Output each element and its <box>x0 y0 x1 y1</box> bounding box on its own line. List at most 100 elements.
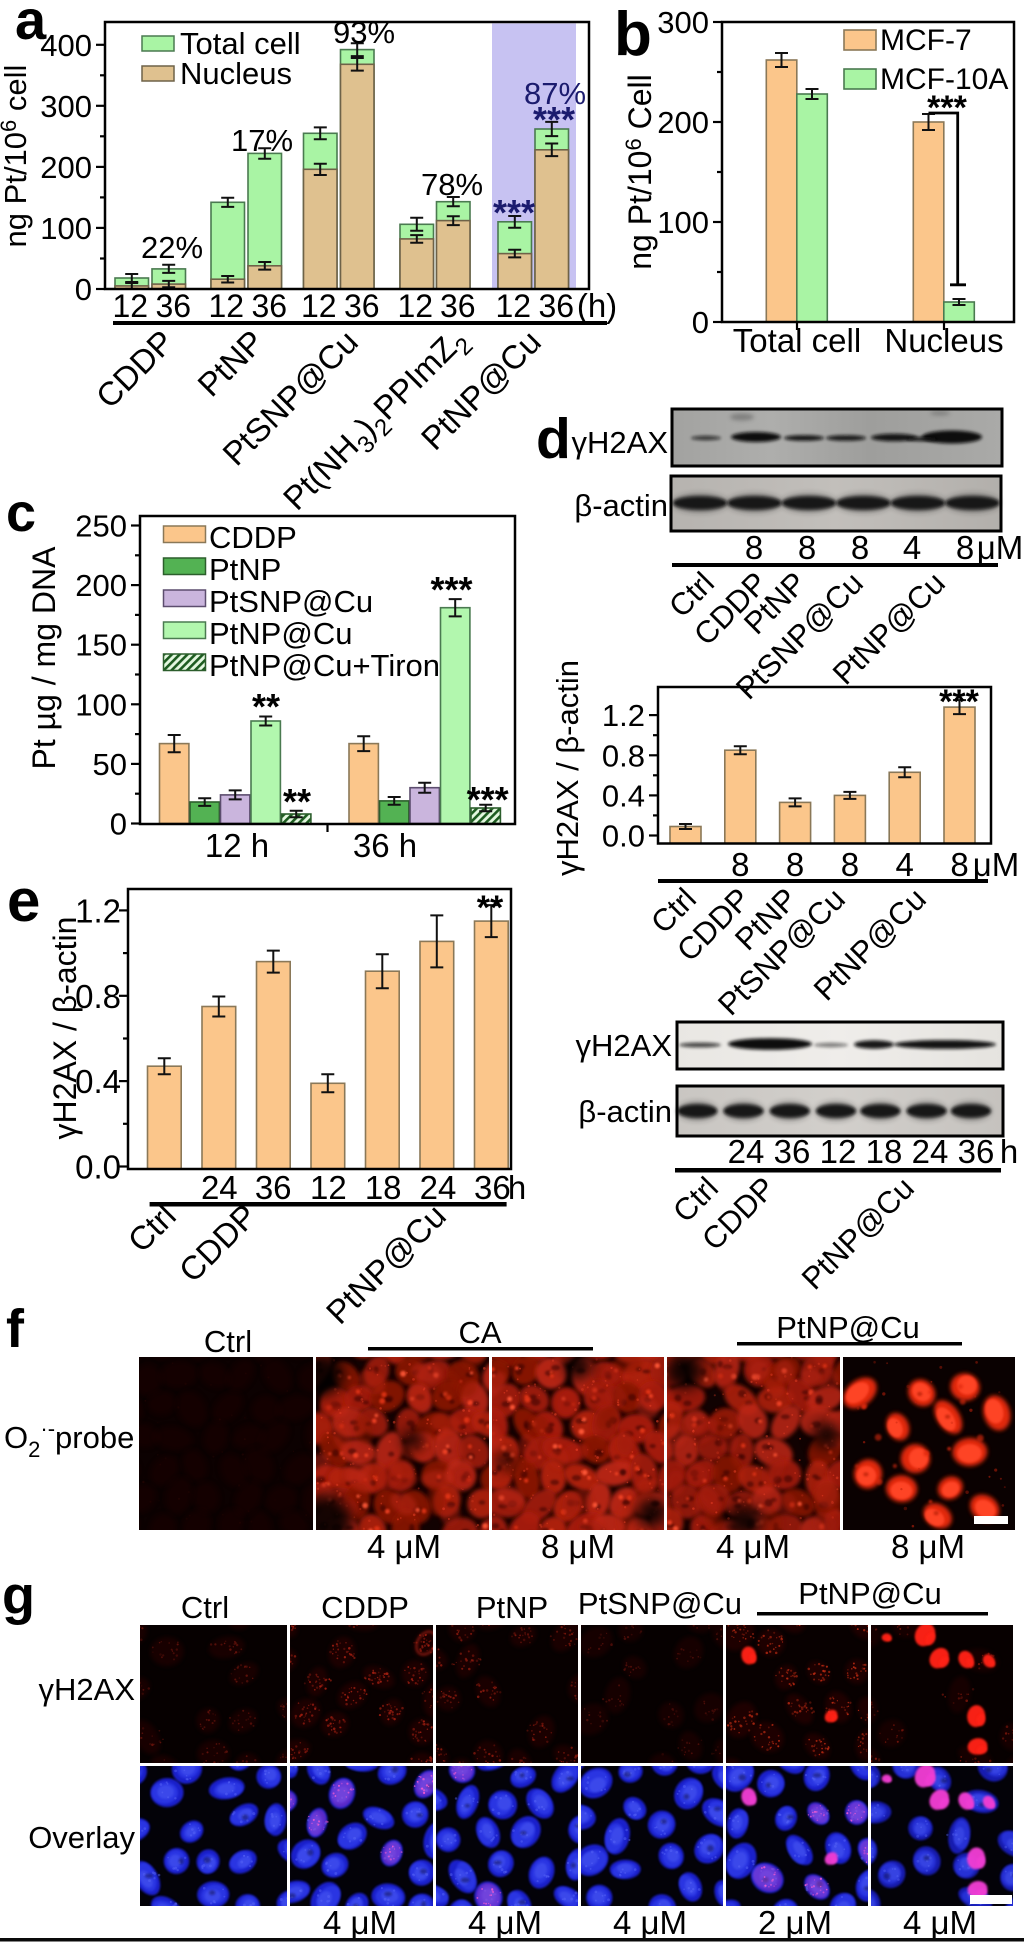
svg-text:CDDP: CDDP <box>172 1197 264 1289</box>
svg-text:8 μM: 8 μM <box>891 1528 965 1565</box>
svg-text:Ctrl: Ctrl <box>181 1590 229 1625</box>
svg-text:γH2AX: γH2AX <box>576 1028 673 1063</box>
svg-text:12 h: 12 h <box>205 827 269 864</box>
svg-text:8: 8 <box>745 529 763 566</box>
svg-text:PtSNP@Cu: PtSNP@Cu <box>578 1586 742 1621</box>
svg-text:PtNP@Cu: PtNP@Cu <box>798 1576 941 1611</box>
svg-text:100: 100 <box>75 687 127 722</box>
svg-text:8 μM: 8 μM <box>541 1528 615 1565</box>
svg-text:γH2AX / β-actin: γH2AX / β-actin <box>47 917 83 1140</box>
svg-text:PtNP@Cu: PtNP@Cu <box>209 616 352 651</box>
svg-text:12: 12 <box>112 288 148 324</box>
svg-text:Total cell: Total cell <box>733 322 861 359</box>
svg-text:β-actin: β-actin <box>574 488 668 523</box>
svg-text:36: 36 <box>538 288 574 324</box>
svg-text:300: 300 <box>657 5 709 40</box>
svg-text:22%: 22% <box>141 230 203 265</box>
svg-text:c: c <box>6 483 36 543</box>
svg-text:β-actin: β-actin <box>578 1094 672 1129</box>
svg-text:200: 200 <box>75 568 127 603</box>
svg-text:**: ** <box>252 686 280 727</box>
svg-text:12: 12 <box>397 288 433 324</box>
svg-text:a: a <box>15 0 47 51</box>
svg-text:h: h <box>1000 1133 1018 1170</box>
svg-text:36: 36 <box>344 288 380 324</box>
svg-text:4 μM: 4 μM <box>468 1904 542 1941</box>
svg-text:ng Pt/106 Cell: ng Pt/106 Cell <box>621 74 658 269</box>
svg-text:Pt µg / mg DNA: Pt µg / mg DNA <box>26 546 62 770</box>
svg-text:**: ** <box>477 889 504 927</box>
svg-text:24: 24 <box>912 1133 949 1170</box>
svg-text:78%: 78% <box>421 167 483 202</box>
svg-text:24: 24 <box>420 1169 457 1206</box>
svg-text:150: 150 <box>75 628 127 663</box>
svg-text:36: 36 <box>440 288 476 324</box>
svg-text:250: 250 <box>75 509 127 544</box>
svg-text:8: 8 <box>956 529 974 566</box>
svg-text:PtNP@Cu: PtNP@Cu <box>795 1170 921 1296</box>
svg-text:400: 400 <box>40 28 92 63</box>
svg-text:μM: μM <box>973 846 1020 883</box>
svg-text:17%: 17% <box>231 123 293 158</box>
svg-text:1.2: 1.2 <box>602 698 645 733</box>
svg-text:PtNP: PtNP <box>209 552 281 587</box>
svg-text:(h): (h) <box>577 287 617 324</box>
svg-text:h: h <box>508 1169 526 1206</box>
svg-text:1.2: 1.2 <box>75 892 121 929</box>
svg-text:36: 36 <box>255 1169 292 1206</box>
svg-text:Nucleus: Nucleus <box>180 56 292 91</box>
svg-text:300: 300 <box>40 89 92 124</box>
svg-text:4 μM: 4 μM <box>613 1904 687 1941</box>
svg-text:8: 8 <box>798 529 816 566</box>
svg-text:4: 4 <box>903 529 921 566</box>
svg-text:0.4: 0.4 <box>602 778 645 813</box>
svg-text:100: 100 <box>40 211 92 246</box>
svg-text:0.0: 0.0 <box>602 819 645 854</box>
svg-text:36 h: 36 h <box>353 827 417 864</box>
svg-text:2 μM: 2 μM <box>758 1904 832 1941</box>
svg-text:0: 0 <box>692 305 709 340</box>
svg-text:50: 50 <box>93 747 127 782</box>
svg-text:g: g <box>2 1566 35 1626</box>
svg-text:Nucleus: Nucleus <box>884 322 1003 359</box>
svg-text:γH2AX / β-actin: γH2AX / β-actin <box>550 660 585 876</box>
svg-text:CDDP: CDDP <box>209 520 297 555</box>
svg-text:***: *** <box>467 779 509 820</box>
svg-text:8: 8 <box>851 529 869 566</box>
svg-text:MCF-7: MCF-7 <box>880 24 972 57</box>
svg-text:CDDP: CDDP <box>89 323 181 415</box>
svg-text:Overlay: Overlay <box>28 1820 135 1855</box>
svg-text:24: 24 <box>728 1133 765 1170</box>
svg-text:γH2AX: γH2AX <box>39 1672 136 1707</box>
svg-text:36: 36 <box>474 1169 511 1206</box>
svg-text:0.8: 0.8 <box>602 738 645 773</box>
svg-text:e: e <box>7 867 40 934</box>
svg-text:PtNP: PtNP <box>476 1590 548 1625</box>
svg-text:Total cell: Total cell <box>180 26 301 61</box>
svg-text:***: *** <box>939 683 979 721</box>
svg-text:8: 8 <box>731 846 749 883</box>
svg-text:8: 8 <box>786 846 804 883</box>
svg-text:PtSNP@Cu: PtSNP@Cu <box>209 584 373 619</box>
svg-text:24: 24 <box>201 1169 238 1206</box>
svg-text:b: b <box>614 0 652 69</box>
svg-text:100: 100 <box>657 205 709 240</box>
svg-text:PtNP@Cu: PtNP@Cu <box>319 1197 453 1331</box>
svg-text:O2·-probe: O2·-probe <box>4 1416 134 1462</box>
svg-text:***: *** <box>430 569 472 610</box>
svg-text:***: *** <box>927 89 967 127</box>
svg-text:0.8: 0.8 <box>75 978 121 1015</box>
svg-text:ng Pt/106 cell: ng Pt/106 cell <box>0 65 33 248</box>
svg-text:***: *** <box>533 99 575 140</box>
svg-text:12: 12 <box>301 288 337 324</box>
svg-text:4 μM: 4 μM <box>367 1528 441 1565</box>
svg-text:Ctrl: Ctrl <box>204 1324 252 1359</box>
svg-text:8: 8 <box>950 846 968 883</box>
svg-text:12: 12 <box>495 288 531 324</box>
svg-text:4 μM: 4 μM <box>323 1904 397 1941</box>
svg-text:4: 4 <box>896 846 914 883</box>
svg-text:8: 8 <box>841 846 859 883</box>
svg-text:d: d <box>536 407 571 471</box>
svg-text:12: 12 <box>208 288 244 324</box>
svg-text:93%: 93% <box>333 15 395 50</box>
